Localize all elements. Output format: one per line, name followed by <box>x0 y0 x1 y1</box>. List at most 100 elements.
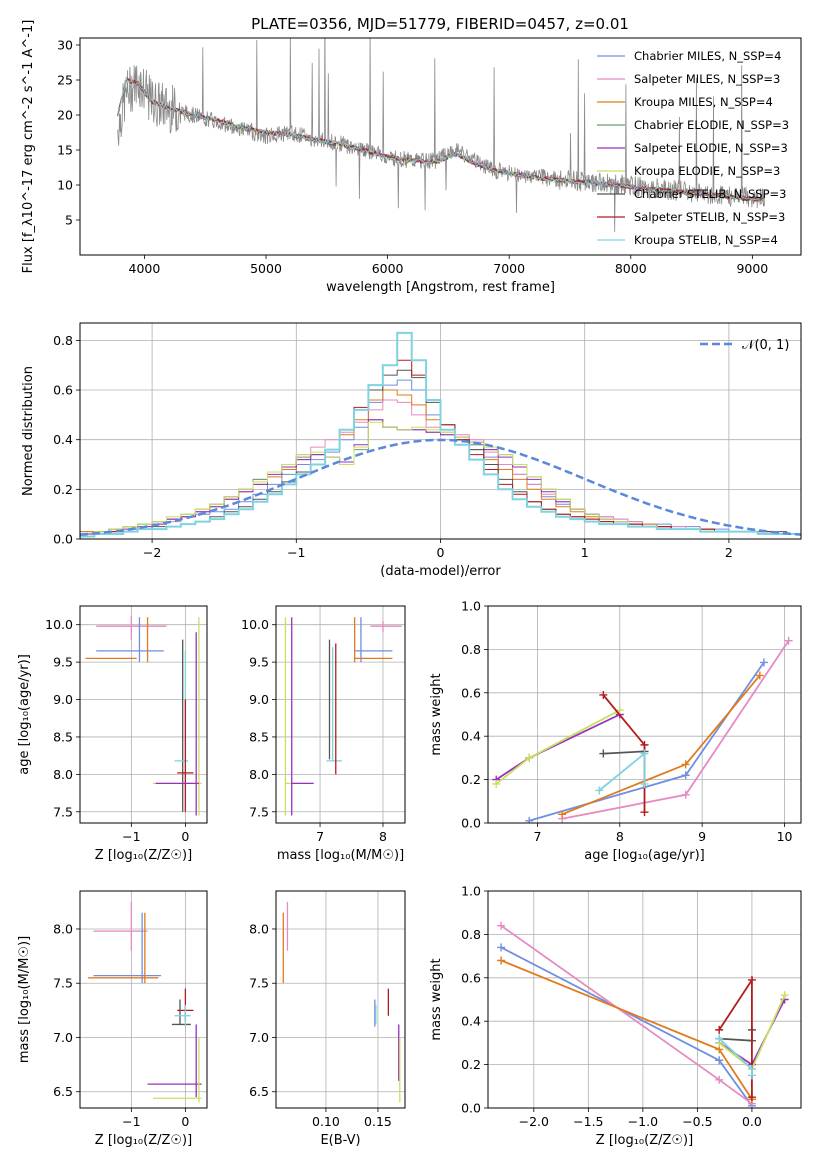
y-tick-label: 25 <box>57 73 73 88</box>
age_vs_Z-frame <box>79 605 208 824</box>
x-tick-label: 1 <box>581 545 589 560</box>
x-tick-label: 7 <box>316 829 324 844</box>
residuals-frame <box>79 322 802 540</box>
x-axis-label: age [log₁₀(age/yr)] <box>584 848 705 863</box>
mass_vs_EBV-frame <box>275 890 406 1109</box>
y-axis-label: Normed distribution <box>21 366 36 496</box>
age_vs_mass-panel: 7 8 7.5 8.0 8.5 9.0 9.5 10.0 mass [log₁₀(M/M☉)] <box>241 605 406 863</box>
mass-weight-marker <box>715 1075 724 1084</box>
x-tick-label: 10 <box>777 829 793 844</box>
mass-weight-marker <box>715 1034 724 1043</box>
y-tick-label: 10 <box>57 178 73 193</box>
legend-entry: Chabrier STELIB, N_SSP=3 <box>634 187 786 201</box>
mass-weight-marker <box>715 1025 724 1034</box>
x-tick-label: 8 <box>379 829 387 844</box>
y-tick-label: 0.6 <box>461 685 481 700</box>
y-tick-label: 8.5 <box>53 729 73 744</box>
mass-weight-line <box>500 924 753 1105</box>
y-tick-label: 0.2 <box>53 482 73 497</box>
x-tick-label: −1.5 <box>573 1114 603 1129</box>
y-tick-label: 0.8 <box>53 333 73 348</box>
y-tick-label: 9.0 <box>53 692 73 707</box>
mass-weight-marker <box>497 956 506 965</box>
legend-entry: Kroupa ELODIE, N_SSP=3 <box>634 164 780 178</box>
mass-weight-marker <box>599 690 608 699</box>
panels-container: 4000 5000 6000 7000 8000 900051015202530wavel… <box>17 20 802 1148</box>
mass_weight_vs_Z-plot-area <box>497 921 789 1108</box>
age_vs_Z-panel: −1 0 7.5 8.0 8.5 9.0 9.5 10.0 Z [log₁₀(Z/Z☉)] age… <box>17 605 208 863</box>
mass-weight-marker <box>492 779 501 788</box>
spectrum-panel: 4000 5000 6000 7000 8000 9000 5 10 15 20 25 30 wavel… <box>21 20 802 295</box>
y-tick-label: 6.5 <box>53 1084 73 1099</box>
y-tick-label: 10.0 <box>241 617 269 632</box>
x-tick-label: 0 <box>181 1114 189 1129</box>
mass-weight-marker <box>497 943 506 952</box>
mass-weight-marker <box>525 753 534 762</box>
x-tick-label: −0.5 <box>682 1114 712 1129</box>
x-tick-label: −1 <box>122 1114 140 1129</box>
spectrum-plot-area <box>117 38 765 232</box>
age_vs_mass-frame <box>275 605 406 824</box>
legend-entry: Chabrier ELODIE, N_SSP=3 <box>634 118 789 132</box>
y-tick-label: 10.0 <box>45 617 73 632</box>
mass_weight_vs_age-ticks: 7 8 9 10 0.0 0.2 0.4 0.6 0.8 1.0 <box>461 599 801 844</box>
x-axis-label: wavelength [Angstrom, rest frame] <box>326 280 555 295</box>
y-axis-label: mass [log₁₀(M/M☉)] <box>17 936 32 1063</box>
mass-weight-marker <box>747 975 756 984</box>
y-tick-label: 0.4 <box>461 729 481 744</box>
mass-weight-marker <box>755 671 764 680</box>
mass-weight-marker <box>681 771 690 780</box>
y-tick-label: 8.0 <box>53 767 73 782</box>
spectrum-ticks: 4000 5000 6000 7000 8000 9000 5 10 15 20 25 30 <box>57 38 768 277</box>
x-tick-label: 8000 <box>615 261 647 276</box>
mass-weight-marker <box>681 760 690 769</box>
x-axis-label: (data-model)/error <box>380 564 501 579</box>
age_vs_mass-plot-area <box>284 617 402 816</box>
y-tick-label: 0.0 <box>53 532 73 547</box>
x-tick-label: −2 <box>143 545 161 560</box>
y-tick-label: 1.0 <box>461 599 481 614</box>
y-tick-label: 8.0 <box>249 767 269 782</box>
mass-weight-marker <box>715 1056 724 1065</box>
legend-entry: Kroupa MILES, N_SSP=4 <box>634 95 773 109</box>
y-tick-label: 0.6 <box>53 383 73 398</box>
x-tick-label: 8 <box>616 829 624 844</box>
legend-entry: Salpeter MILES, N_SSP=3 <box>634 72 780 86</box>
y-tick-label: 0.8 <box>461 927 481 942</box>
mass_vs_EBV-panel: 0.10 0.15 6.5 7.0 7.5 8.0 E(B-V) <box>249 890 406 1148</box>
mass-weight-marker <box>640 779 649 788</box>
mass_vs_Z-plot-area <box>88 901 202 1103</box>
mass-weight-marker <box>784 636 793 645</box>
y-tick-label: 0.6 <box>461 970 481 985</box>
x-tick-label: −1 <box>122 829 140 844</box>
mass-weight-marker <box>640 808 649 817</box>
x-tick-label: 0 <box>437 545 445 560</box>
model-spectrum-line <box>117 76 765 203</box>
x-tick-label: 7000 <box>493 261 525 276</box>
y-axis-label: mass weight <box>429 673 444 755</box>
x-axis-label: Z [log₁₀(Z/Z☉)] <box>95 848 192 863</box>
mass-weight-marker <box>640 740 649 749</box>
x-axis-label: Z [log₁₀(Z/Z☉)] <box>95 1133 192 1148</box>
mass_weight_vs_age-frame <box>487 605 802 824</box>
mass-weight-marker <box>780 991 789 1000</box>
legend-entry: 𝒩(0, 1) <box>742 338 789 353</box>
x-tick-label: −1 <box>287 545 305 560</box>
x-tick-label: 5000 <box>250 261 282 276</box>
y-axis-label: mass weight <box>429 958 444 1040</box>
y-tick-label: 6.5 <box>249 1084 269 1099</box>
x-tick-label: 4000 <box>129 261 161 276</box>
x-tick-label: 6000 <box>372 261 404 276</box>
x-tick-label: −1.0 <box>628 1114 658 1129</box>
mass-weight-marker <box>595 786 604 795</box>
x-tick-label: 0 <box>181 829 189 844</box>
mass_weight_vs_Z-ticks: −2.0 −1.5 −1.0 −0.5 0.0 0.0 0.2 0.4 0.6 0.8 1.0 <box>461 884 801 1129</box>
x-tick-label: −2.0 <box>519 1114 549 1129</box>
x-tick-label: 0.10 <box>312 1114 340 1129</box>
mass-weight-line <box>500 959 753 1100</box>
mass_vs_EBV-plot-area <box>282 901 401 1103</box>
x-tick-label: 2 <box>725 545 733 560</box>
mass-weight-marker <box>599 749 608 758</box>
y-tick-label: 0.0 <box>461 1101 481 1116</box>
